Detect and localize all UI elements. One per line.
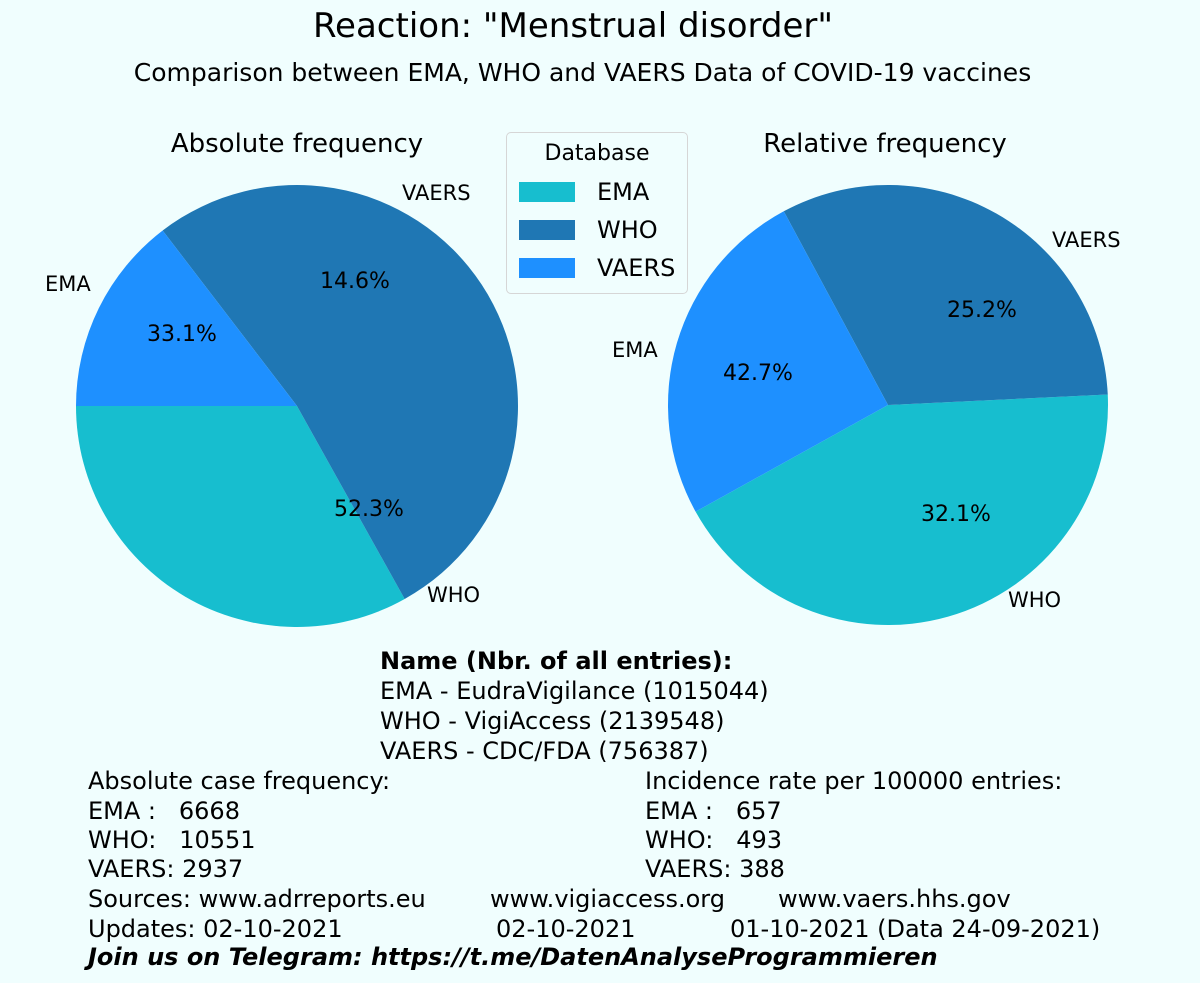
incidence-line-vaers: VAERS: 388	[645, 855, 785, 883]
pie0-slice-ema	[76, 406, 405, 628]
updates-vaers: 01-10-2021 (Data 24-09-2021)	[730, 915, 1101, 943]
incidence-line-who: WHO: 493	[645, 826, 783, 854]
pie-absolute: 33.1% 52.3% 14.6% EMA WHO VAERS	[45, 181, 518, 628]
absolute-line-who: WHO: 10551	[88, 826, 256, 854]
names-heading: Name (Nbr. of all entries):	[380, 647, 733, 675]
sources-vaers: www.vaers.hhs.gov	[778, 885, 1011, 913]
pie0-slice-vaers	[76, 230, 297, 406]
legend-label-ema: EMA	[597, 178, 650, 206]
pie1-slice-vaers	[668, 211, 888, 512]
pie1-slice-who	[783, 184, 1108, 405]
pie0-pct-label-vaers: 14.6%	[320, 269, 390, 294]
legend-label-vaers: VAERS	[597, 254, 676, 282]
updates-who: 02-10-2021	[496, 915, 636, 943]
pie-relative: 42.7% 32.1% 25.2% EMA WHO VAERS	[612, 184, 1121, 626]
pie0-category-label-who: WHO	[427, 583, 480, 607]
pie1-slice-ema	[695, 394, 1108, 626]
pie0-category-label-ema: EMA	[45, 272, 91, 296]
pie1-category-label-vaers: VAERS	[1052, 228, 1121, 252]
names-line-ema: EMA - EudraVigilance (1015044)	[380, 677, 769, 705]
pie1-pct-label-who: 32.1%	[921, 502, 991, 527]
pie0-category-label-vaers: VAERS	[402, 181, 471, 205]
pie0-pct-label-who: 52.3%	[334, 497, 404, 522]
pie-title-relative: Relative frequency	[763, 129, 1007, 159]
legend-title: Database	[544, 141, 650, 166]
names-line-who: WHO - VigiAccess (2139548)	[380, 707, 725, 735]
pie1-pct-label-ema: 42.7%	[723, 361, 793, 386]
incidence-line-ema: EMA : 657	[645, 797, 782, 825]
sources-ema: Sources: www.adrreports.eu	[88, 885, 426, 913]
chart-title: Reaction: "Menstrual disorder"	[312, 6, 834, 46]
legend-swatch-vaers	[519, 258, 575, 278]
incidence-heading: Incidence rate per 100000 entries:	[645, 767, 1063, 795]
pie1-category-label-ema: EMA	[612, 338, 658, 362]
legend-item-vaers: VAERS	[519, 251, 675, 285]
updates-ema: Updates: 02-10-2021	[88, 915, 343, 943]
legend-label-who: WHO	[597, 216, 658, 244]
chart-subtitle: Comparison between EMA, WHO and VAERS Da…	[133, 58, 1032, 87]
pie-title-absolute: Absolute frequency	[171, 129, 423, 159]
pie0-slice-who	[162, 185, 518, 599]
absolute-line-vaers: VAERS: 2937	[88, 855, 244, 883]
telegram-link-text: Join us on Telegram: https://t.me/DatenA…	[88, 943, 938, 971]
legend-item-ema: EMA	[519, 175, 649, 209]
absolute-line-ema: EMA : 6668	[88, 797, 240, 825]
legend-item-who: WHO	[519, 213, 658, 247]
pie0-pct-label-ema: 33.1%	[147, 322, 217, 347]
absolute-heading: Absolute case frequency:	[88, 767, 391, 795]
names-line-vaers: VAERS - CDC/FDA (756387)	[380, 737, 709, 765]
sources-who: www.vigiaccess.org	[490, 885, 725, 913]
legend-swatch-ema	[519, 182, 575, 202]
legend-swatch-who	[519, 220, 575, 240]
pie1-category-label-who: WHO	[1008, 588, 1061, 612]
pie1-pct-label-vaers: 25.2%	[947, 298, 1017, 323]
legend: Database EMA WHO VAERS	[506, 132, 688, 294]
